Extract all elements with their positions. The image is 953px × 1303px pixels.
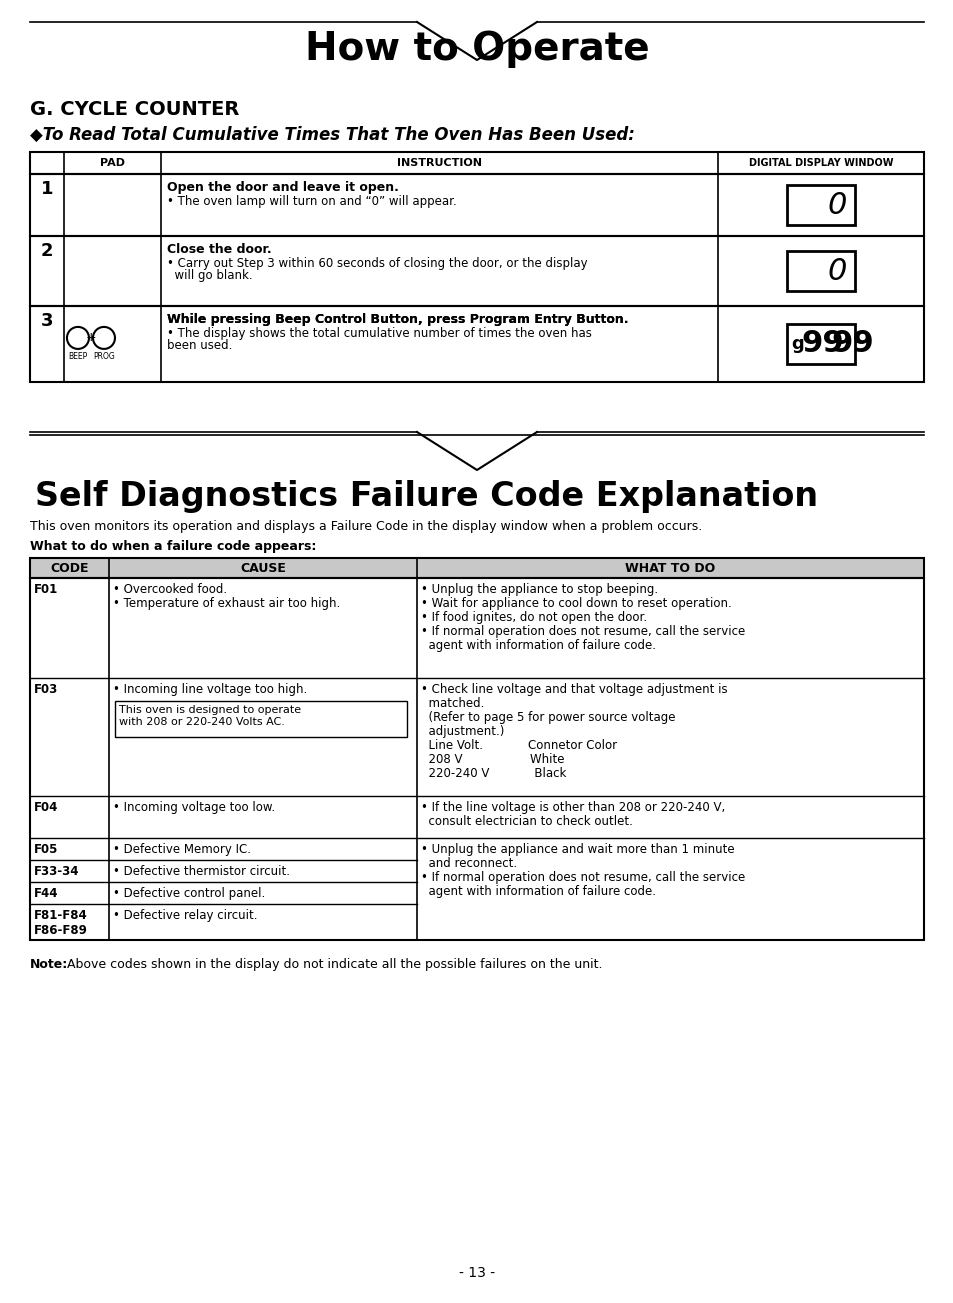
Text: PROG: PROG bbox=[93, 352, 114, 361]
Text: 0: 0 bbox=[827, 190, 846, 219]
Text: DIGITAL DISPLAY WINDOW: DIGITAL DISPLAY WINDOW bbox=[748, 158, 893, 168]
Text: 2: 2 bbox=[41, 242, 53, 261]
Bar bbox=[30, 579, 923, 939]
Text: (Refer to page 5 for power source voltage: (Refer to page 5 for power source voltag… bbox=[420, 711, 675, 724]
Text: 99: 99 bbox=[801, 330, 843, 358]
Text: • Overcooked food.: • Overcooked food. bbox=[112, 582, 227, 595]
Bar bbox=[30, 236, 923, 306]
Bar bbox=[30, 558, 923, 579]
Bar bbox=[786, 324, 854, 364]
Text: 220-240 V            Black: 220-240 V Black bbox=[420, 767, 566, 780]
Text: PAD: PAD bbox=[100, 158, 125, 168]
Text: F01: F01 bbox=[34, 582, 58, 595]
Text: g: g bbox=[790, 335, 803, 353]
Text: • Unplug the appliance and wait more than 1 minute: • Unplug the appliance and wait more tha… bbox=[420, 843, 734, 856]
Text: INSTRUCTION: INSTRUCTION bbox=[396, 158, 481, 168]
Text: • Check line voltage and that voltage adjustment is: • Check line voltage and that voltage ad… bbox=[420, 683, 727, 696]
Text: Above codes shown in the display do not indicate all the possible failures on th: Above codes shown in the display do not … bbox=[63, 958, 602, 971]
Text: • If the line voltage is other than 208 or 220-240 V,: • If the line voltage is other than 208 … bbox=[420, 801, 724, 814]
Text: F03: F03 bbox=[34, 683, 58, 696]
Text: • If normal operation does not resume, call the service: • If normal operation does not resume, c… bbox=[420, 625, 744, 638]
Text: G. CYCLE COUNTER: G. CYCLE COUNTER bbox=[30, 100, 239, 119]
Text: While pressing Beep Control Button, press Program Entry Button.: While pressing Beep Control Button, pres… bbox=[167, 313, 627, 326]
Text: CAUSE: CAUSE bbox=[240, 562, 286, 575]
Text: BEEP: BEEP bbox=[69, 352, 88, 361]
Text: will go blank.: will go blank. bbox=[167, 268, 252, 281]
Text: consult electrician to check outlet.: consult electrician to check outlet. bbox=[420, 814, 632, 827]
Text: • Defective control panel.: • Defective control panel. bbox=[112, 887, 265, 900]
Text: What to do when a failure code appears:: What to do when a failure code appears: bbox=[30, 539, 316, 552]
Text: agent with information of failure code.: agent with information of failure code. bbox=[420, 885, 656, 898]
Text: • If normal operation does not resume, call the service: • If normal operation does not resume, c… bbox=[420, 870, 744, 883]
Text: • The oven lamp will turn on and “0” will appear.: • The oven lamp will turn on and “0” wil… bbox=[167, 195, 456, 208]
Text: • If food ignites, do not open the door.: • If food ignites, do not open the door. bbox=[420, 611, 646, 624]
Text: • Unplug the appliance to stop beeping.: • Unplug the appliance to stop beeping. bbox=[420, 582, 658, 595]
Text: 0: 0 bbox=[827, 257, 846, 285]
Bar bbox=[786, 251, 854, 291]
Text: CODE: CODE bbox=[51, 562, 89, 575]
Text: been used.: been used. bbox=[167, 339, 232, 352]
Text: ◆To Read Total Cumulative Times That The Oven Has Been Used:: ◆To Read Total Cumulative Times That The… bbox=[30, 126, 634, 145]
Text: 1: 1 bbox=[41, 180, 53, 198]
Bar bbox=[30, 306, 923, 382]
Text: Note:: Note: bbox=[30, 958, 69, 971]
Text: This oven monitors its operation and displays a Failure Code in the display wind: This oven monitors its operation and dis… bbox=[30, 520, 701, 533]
Text: adjustment.): adjustment.) bbox=[420, 724, 504, 737]
Text: • Incoming line voltage too high.: • Incoming line voltage too high. bbox=[112, 683, 307, 696]
Bar bbox=[30, 152, 923, 175]
Text: F33-34: F33-34 bbox=[34, 865, 79, 878]
Text: • Temperature of exhaust air too high.: • Temperature of exhaust air too high. bbox=[112, 597, 339, 610]
Bar bbox=[786, 185, 854, 225]
Bar bbox=[30, 175, 923, 236]
Text: F04: F04 bbox=[34, 801, 58, 814]
Bar bbox=[114, 701, 407, 737]
Text: • The display shows the total cumulative number of times the oven has: • The display shows the total cumulative… bbox=[167, 327, 591, 340]
Text: • Incoming voltage too low.: • Incoming voltage too low. bbox=[112, 801, 274, 814]
Text: F05: F05 bbox=[34, 843, 58, 856]
Text: 99: 99 bbox=[830, 330, 873, 358]
Text: agent with information of failure code.: agent with information of failure code. bbox=[420, 638, 656, 652]
Text: • Carry out Step 3 within 60 seconds of closing the door, or the display: • Carry out Step 3 within 60 seconds of … bbox=[167, 257, 586, 270]
Text: Open the door and leave it open.: Open the door and leave it open. bbox=[167, 181, 398, 194]
Text: Self Diagnostics Failure Code Explanation: Self Diagnostics Failure Code Explanatio… bbox=[35, 480, 818, 513]
Text: F81-F84
F86-F89: F81-F84 F86-F89 bbox=[34, 909, 88, 937]
Text: • Defective Memory IC.: • Defective Memory IC. bbox=[112, 843, 251, 856]
Text: Close the door.: Close the door. bbox=[167, 242, 271, 255]
Text: This oven is designed to operate
with 208 or 220-240 Volts AC.: This oven is designed to operate with 20… bbox=[118, 705, 300, 727]
Text: How to Operate: How to Operate bbox=[304, 30, 649, 68]
Text: - 13 -: - 13 - bbox=[458, 1267, 495, 1280]
Text: matched.: matched. bbox=[420, 697, 484, 710]
Text: and reconnect.: and reconnect. bbox=[420, 857, 517, 870]
Text: F44: F44 bbox=[34, 887, 58, 900]
Text: +: + bbox=[86, 331, 96, 344]
Text: 208 V                  White: 208 V White bbox=[420, 753, 564, 766]
Text: WHAT TO DO: WHAT TO DO bbox=[625, 562, 715, 575]
Text: • Defective relay circuit.: • Defective relay circuit. bbox=[112, 909, 257, 923]
Text: While pressing Beep Control Button, press Program Entry Button.: While pressing Beep Control Button, pres… bbox=[167, 313, 627, 326]
Text: Line Volt.            Connetor Color: Line Volt. Connetor Color bbox=[420, 739, 617, 752]
Text: • Defective thermistor circuit.: • Defective thermistor circuit. bbox=[112, 865, 290, 878]
Text: 3: 3 bbox=[41, 311, 53, 330]
Text: • Wait for appliance to cool down to reset operation.: • Wait for appliance to cool down to res… bbox=[420, 597, 731, 610]
